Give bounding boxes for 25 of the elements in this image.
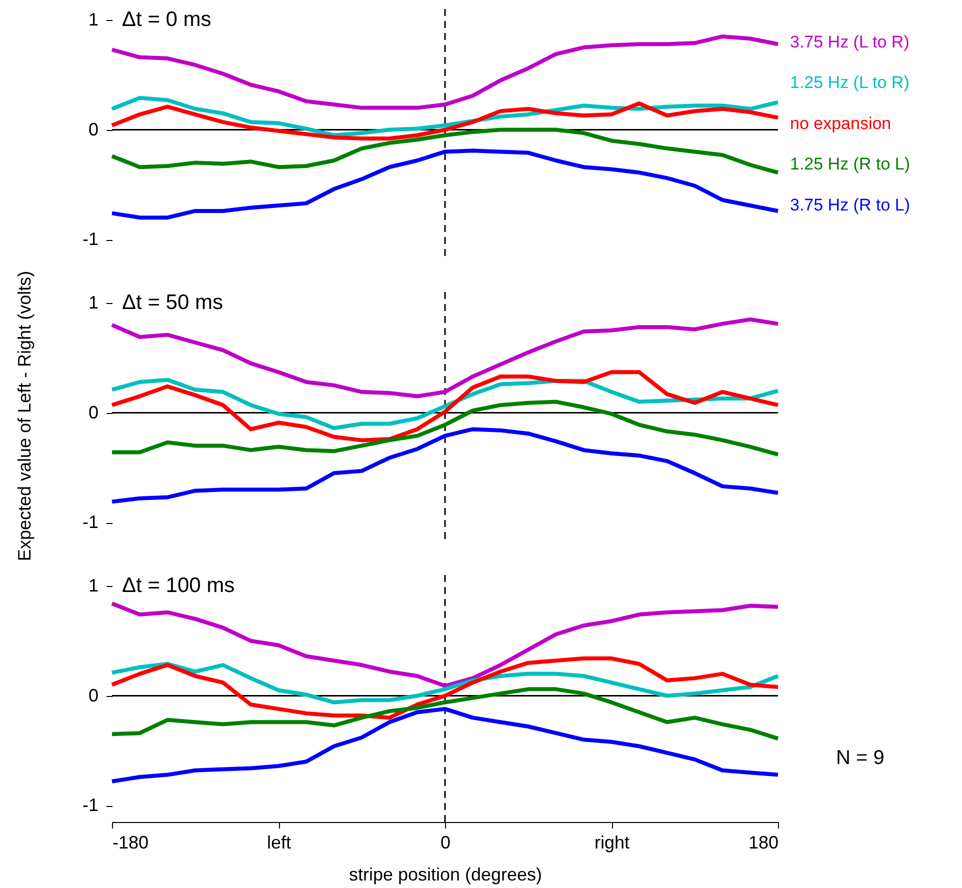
x-tick-label: left: [266, 832, 292, 852]
series-label: 3.75 Hz (R to L): [790, 195, 910, 214]
y-tick-label: 1: [88, 9, 98, 30]
y-tick-label: 1: [88, 575, 98, 596]
series-label: 1.25 Hz (R to L): [790, 154, 910, 174]
y-tick-label: -1: [82, 795, 98, 816]
x-axis-title: stripe position (degrees): [348, 864, 542, 884]
x-tick-label: 180: [748, 832, 778, 852]
y-tick-label: -1: [82, 512, 98, 532]
text: N = 9: [836, 746, 884, 769]
chart-title: Δt = 0 ms: [122, 8, 212, 31]
chart-title: Δt = 100 ms: [122, 574, 235, 597]
x-tick-label: right: [594, 832, 630, 852]
x-tick-label: 0: [440, 832, 451, 852]
series-label: 1.25 Hz (L to R): [790, 73, 910, 92]
y-tick-label: 0: [88, 685, 98, 706]
y-tick-label: -1: [82, 229, 98, 250]
series-label: no expansion: [790, 114, 892, 133]
y-tick-label: 0: [88, 402, 98, 422]
chart-title: Δt = 50 ms: [122, 291, 223, 314]
y-axis-title: Expected value of Left - Right (volts): [14, 270, 34, 562]
x-tick-label: -180: [112, 832, 149, 852]
y-tick-label: 0: [88, 119, 98, 140]
y-tick-label: 1: [88, 292, 98, 312]
series-label: 3.75 Hz (L to R): [790, 32, 910, 52]
